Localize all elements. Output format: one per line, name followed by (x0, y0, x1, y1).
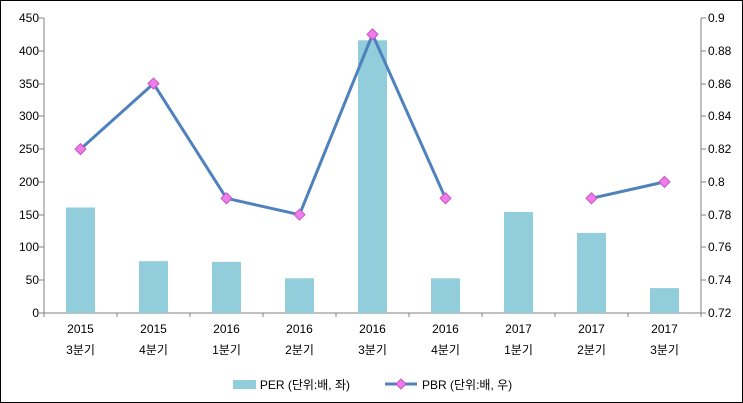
pbr-line-marker-swatch-icon (385, 378, 417, 390)
per-bar (358, 40, 387, 314)
pbr-legend-label: PBR (단위:배, 우) (422, 377, 513, 392)
per-bar (431, 278, 460, 313)
per-bar (650, 288, 679, 313)
per-legend-label: PER (단위:배, 좌) (259, 377, 350, 392)
pbr-marker (439, 192, 452, 205)
pbr-marker (293, 208, 306, 221)
pbr-line (79, 32, 447, 217)
pbr-line (590, 180, 666, 200)
per-bar (212, 261, 241, 313)
per-bar (504, 212, 533, 313)
per-bar (285, 278, 314, 313)
legend-item-pbr: PBR (단위:배, 우) (384, 376, 512, 393)
per-bar (139, 261, 168, 313)
pbr-marker (366, 28, 379, 41)
pbr-marker (147, 77, 160, 90)
pbr-marker (74, 142, 87, 156)
pbr-marker (585, 192, 598, 205)
pbr-marker (658, 175, 671, 189)
per-bar (66, 207, 95, 313)
per-bar (577, 233, 606, 313)
legend: PER (단위:배, 좌) PBR (단위:배, 우) (44, 373, 701, 395)
pbr-marker (220, 192, 233, 205)
legend-item-per: PER (단위:배, 좌) (232, 376, 350, 393)
per-bar-swatch-icon (232, 379, 256, 389)
